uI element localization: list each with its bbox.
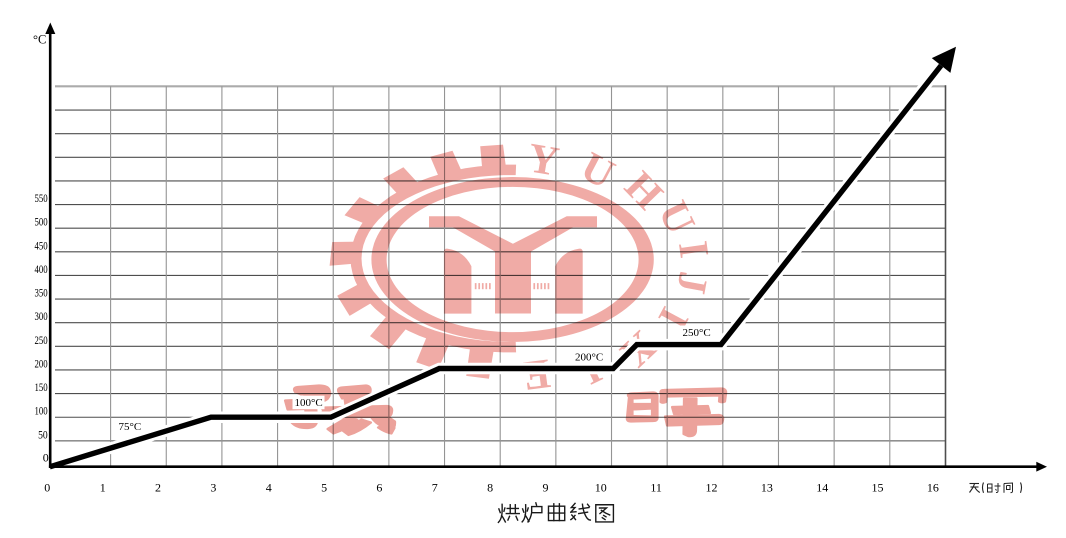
svg-text:°C: °C [33,33,46,47]
svg-text:9: 9 [543,480,549,494]
svg-text:14: 14 [816,480,828,494]
svg-text:16: 16 [927,480,939,494]
svg-text:0: 0 [44,480,50,494]
svg-text:8: 8 [487,480,493,494]
svg-text:250°C: 250°C [683,327,711,339]
svg-text:I: I [669,238,717,261]
svg-text:15: 15 [872,480,884,494]
svg-text:11: 11 [650,480,662,494]
svg-text:250: 250 [35,333,48,347]
svg-text:350: 350 [35,286,48,300]
svg-text:7: 7 [432,480,438,494]
svg-text:6: 6 [376,480,382,494]
svg-text:12: 12 [706,480,718,494]
svg-text:2: 2 [155,480,161,494]
svg-text:300: 300 [35,309,48,323]
svg-text:100°C: 100°C [295,397,323,409]
svg-text:4: 4 [266,480,272,494]
svg-text:200°C: 200°C [575,352,603,364]
svg-text:1: 1 [100,480,106,494]
svg-text:550: 550 [35,191,48,205]
svg-text:100: 100 [35,404,48,418]
svg-text:13: 13 [761,480,773,494]
svg-text:200: 200 [35,357,48,371]
svg-text:3: 3 [210,480,216,494]
svg-text:150: 150 [35,380,48,394]
svg-text:400: 400 [35,262,48,276]
svg-text:0: 0 [43,451,49,465]
svg-text:10: 10 [595,480,607,494]
svg-text:75°C: 75°C [119,421,142,433]
svg-text:50: 50 [38,427,48,441]
svg-text:500: 500 [35,215,48,229]
svg-text:5: 5 [321,480,327,494]
svg-text:450: 450 [35,238,48,252]
